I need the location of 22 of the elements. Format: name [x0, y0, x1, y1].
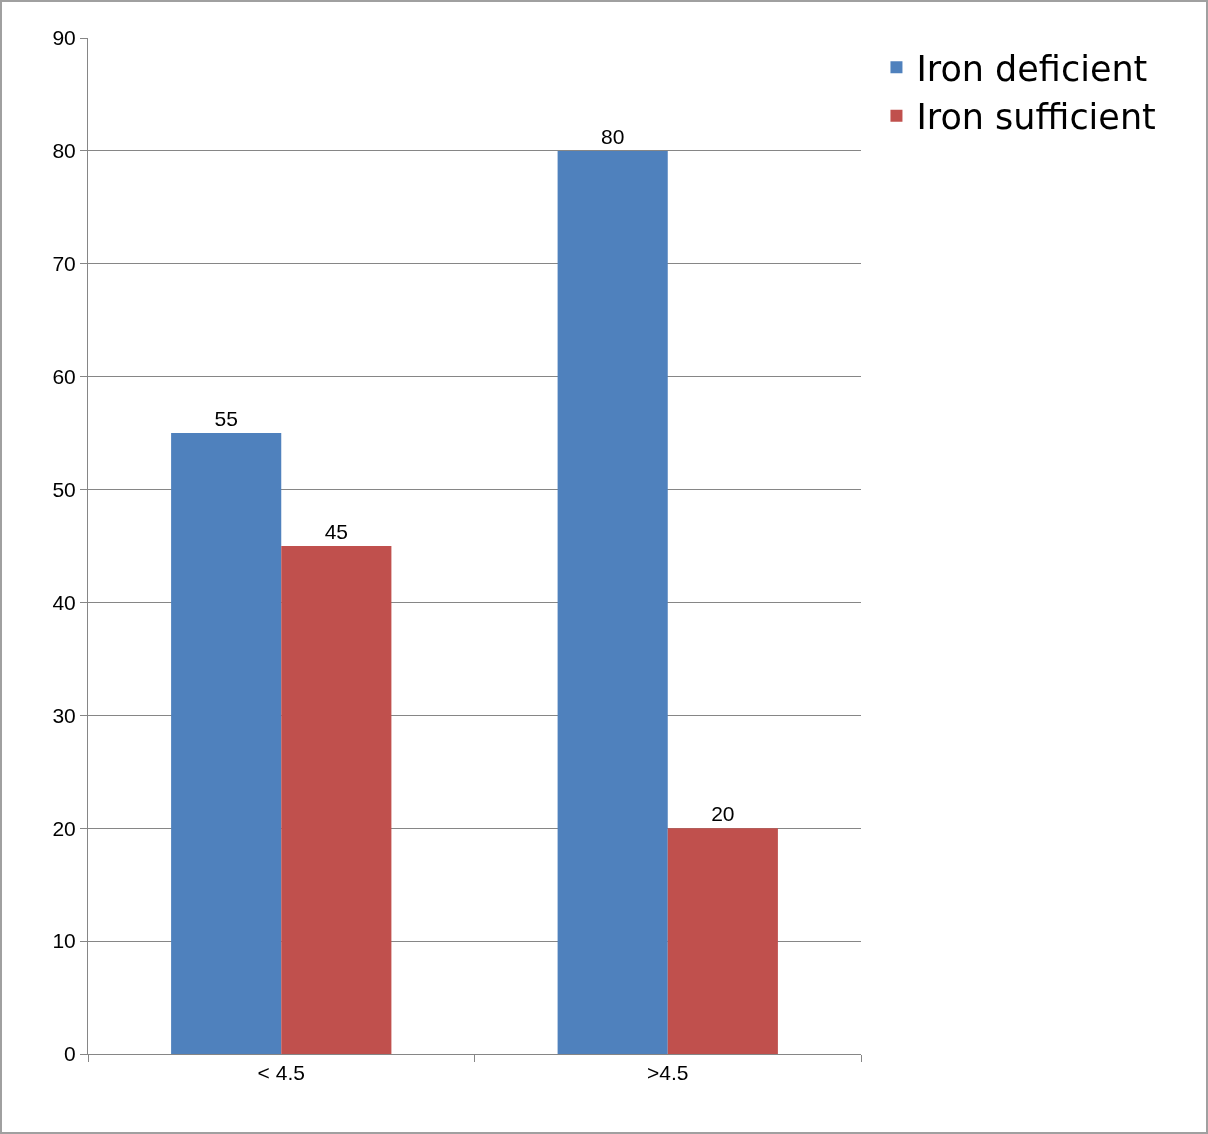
bar: [667, 828, 778, 1054]
x-tick-label: >4.5: [647, 1061, 689, 1085]
data-label: 45: [324, 520, 348, 543]
y-tick-label: 60: [52, 365, 76, 389]
legend-label: Iron deficient: [916, 48, 1148, 89]
y-tick-label: 10: [52, 929, 76, 953]
bar: [171, 433, 282, 1054]
x-tick-label: < 4.5: [257, 1061, 305, 1085]
y-tick-label: 50: [52, 477, 76, 501]
bar: [557, 150, 668, 1054]
bar: [281, 546, 392, 1054]
y-tick-label: 90: [52, 26, 76, 50]
data-label: 80: [601, 124, 625, 148]
legend-label: Iron sufficient: [916, 97, 1156, 138]
data-label: 20: [711, 802, 735, 826]
data-label: 55: [214, 407, 238, 431]
y-tick-label: 30: [52, 703, 76, 727]
y-tick-label: 40: [52, 590, 76, 614]
y-tick-label: 80: [52, 139, 76, 163]
y-tick-label: 20: [52, 816, 76, 840]
y-tick-label: 70: [52, 252, 76, 276]
y-tick-label: 0: [64, 1042, 76, 1066]
